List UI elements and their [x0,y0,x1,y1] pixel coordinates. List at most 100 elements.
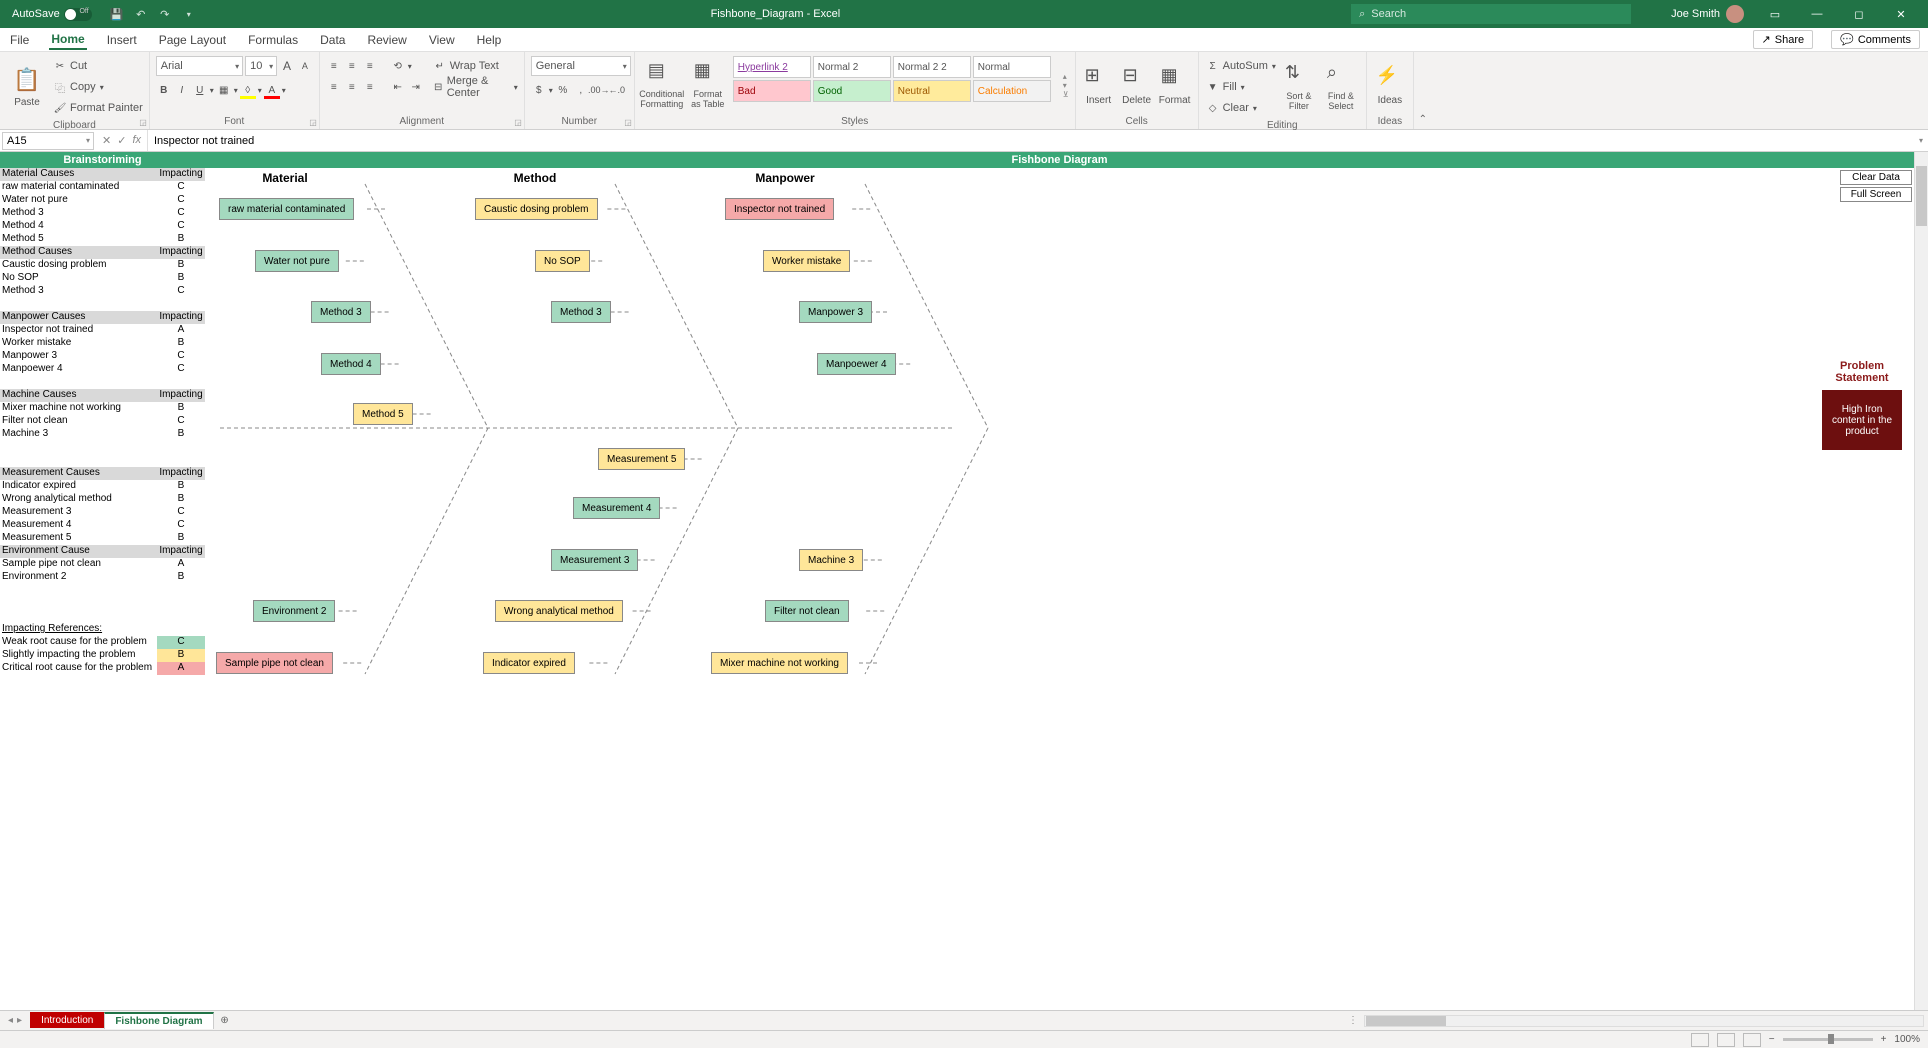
borders-icon[interactable]: ▦ [216,82,232,98]
brainstorm-row[interactable]: Caustic dosing problemB [0,259,205,272]
worksheet-area[interactable]: Brainstoriming Material CausesImpactingr… [0,152,1928,1010]
fishbone-cause-box[interactable]: raw material contaminated [219,198,354,220]
format-cells-button[interactable]: ▦Format [1158,56,1192,114]
underline-icon[interactable]: U [192,82,208,98]
percent-icon[interactable]: % [555,82,571,98]
insert-cells-button[interactable]: ⊞Insert [1082,56,1116,114]
tab-file[interactable]: File [8,31,31,49]
sheet-nav-prev-icon[interactable]: ◂ [8,1015,13,1026]
format-as-table-button[interactable]: ▦Format as Table [687,56,729,114]
clipboard-dialog-icon[interactable]: ◲ [139,118,147,127]
alignment-dialog-icon[interactable]: ◲ [514,118,522,127]
name-box[interactable]: A15 [2,132,94,150]
redo-icon[interactable]: ↷ [154,3,176,25]
number-dialog-icon[interactable]: ◲ [624,118,632,127]
align-center-icon[interactable]: ≡ [344,79,360,95]
style-normal[interactable]: Normal [973,56,1051,78]
sort-filter-button[interactable]: ⇅Sort & Filter [1280,56,1318,118]
horizontal-scrollbar[interactable] [1364,1015,1924,1027]
collapse-ribbon-icon[interactable]: ⌃ [1414,52,1432,129]
fishbone-cause-box[interactable]: Measurement 5 [598,448,685,470]
fishbone-cause-box[interactable]: Caustic dosing problem [475,198,598,220]
ribbon-display-icon[interactable]: ▭ [1754,0,1796,28]
brainstorm-row[interactable]: Filter not cleanC [0,415,205,428]
style-neutral[interactable]: Neutral [893,80,971,102]
normal-view-icon[interactable] [1691,1033,1709,1047]
tab-view[interactable]: View [427,31,457,49]
style-good[interactable]: Good [813,80,891,102]
align-top-icon[interactable]: ≡ [326,58,342,74]
fishbone-cause-box[interactable]: Inspector not trained [725,198,834,220]
fishbone-cause-box[interactable]: No SOP [535,250,590,272]
fishbone-cause-box[interactable]: Sample pipe not clean [216,652,333,674]
tab-formulas[interactable]: Formulas [246,31,300,49]
currency-icon[interactable]: $ [531,82,547,98]
style-bad[interactable]: Bad [733,80,811,102]
brainstorm-row[interactable]: Indicator expiredB [0,480,205,493]
find-select-button[interactable]: ⌕Find & Select [1322,56,1360,118]
page-break-view-icon[interactable] [1743,1033,1761,1047]
font-name-select[interactable]: Arial [156,56,243,76]
tab-data[interactable]: Data [318,31,347,49]
font-color-icon[interactable]: A [264,82,280,98]
font-dialog-icon[interactable]: ◲ [309,118,317,127]
autosave[interactable]: AutoSave Off [6,8,98,21]
delete-cells-button[interactable]: ⊟Delete [1120,56,1154,114]
italic-icon[interactable]: I [174,82,190,98]
minimize-icon[interactable]: — [1796,0,1838,28]
merge-center-button[interactable]: ⊟Merge & Center▾ [432,77,518,97]
tab-help[interactable]: Help [475,31,504,49]
brainstorm-row[interactable]: Method 3C [0,207,205,220]
tab-home[interactable]: Home [49,30,86,50]
fishbone-cause-box[interactable]: Manpower 3 [799,301,872,323]
scrollbar-thumb[interactable] [1916,166,1927,226]
ideas-button[interactable]: ⚡Ideas [1373,56,1407,114]
tab-page-layout[interactable]: Page Layout [157,31,228,49]
fill-color-icon[interactable]: ◊ [240,82,256,98]
fishbone-cause-box[interactable]: Method 5 [353,403,413,425]
fishbone-cause-box[interactable]: Method 3 [311,301,371,323]
brainstorm-row[interactable]: Manpower 3C [0,350,205,363]
number-format-select[interactable]: General [531,56,631,76]
fishbone-cause-box[interactable]: Mixer machine not working [711,652,848,674]
formula-input[interactable]: Inspector not trained [147,130,1914,151]
font-size-select[interactable]: 10 [245,56,277,76]
autosum-button[interactable]: ΣAutoSum▾ [1205,56,1276,76]
fishbone-cause-box[interactable]: Environment 2 [253,600,335,622]
cancel-formula-icon[interactable]: ✕ [102,134,111,147]
fill-button[interactable]: ▼Fill▾ [1205,77,1276,97]
brainstorm-row[interactable]: Manpoewer 4C [0,363,205,376]
align-bottom-icon[interactable]: ≡ [362,58,378,74]
style-normal22[interactable]: Normal 2 2 [893,56,971,78]
decrease-indent-icon[interactable]: ⇤ [390,79,406,95]
zoom-out-icon[interactable]: − [1769,1034,1775,1045]
decrease-font-icon[interactable]: A [297,58,313,74]
sheet-tab-fishbone[interactable]: Fishbone Diagram [104,1012,213,1029]
full-screen-button[interactable]: Full Screen [1840,187,1912,202]
fishbone-cause-box[interactable]: Manpoewer 4 [817,353,896,375]
share-button[interactable]: ↗Share [1753,30,1814,49]
tab-insert[interactable]: Insert [105,31,139,49]
format-painter-button[interactable]: 🖌Format Painter [52,98,143,118]
clear-button[interactable]: ◇Clear▾ [1205,98,1276,118]
fishbone-cause-box[interactable]: Measurement 4 [573,497,660,519]
brainstorm-row[interactable]: Worker mistakeB [0,337,205,350]
qat-dropdown-icon[interactable]: ▾ [178,3,200,25]
fishbone-cause-box[interactable]: Machine 3 [799,549,863,571]
sheet-nav-next-icon[interactable]: ▸ [17,1015,22,1026]
brainstorm-row[interactable]: Method 4C [0,220,205,233]
fishbone-cause-box[interactable]: Measurement 3 [551,549,638,571]
brainstorm-row[interactable]: Inspector not trainedA [0,324,205,337]
brainstorm-row[interactable]: Method 5B [0,233,205,246]
bold-icon[interactable]: B [156,82,172,98]
fishbone-cause-box[interactable]: Indicator expired [483,652,575,674]
brainstorm-row[interactable]: raw material contaminatedC [0,181,205,194]
align-left-icon[interactable]: ≡ [326,79,342,95]
paste-button[interactable]: 📋Paste [6,56,48,118]
fishbone-cause-box[interactable]: Water not pure [255,250,339,272]
fx-icon[interactable]: fx [132,134,141,147]
fishbone-cause-box[interactable]: Wrong analytical method [495,600,623,622]
save-icon[interactable]: 💾 [106,3,128,25]
enter-formula-icon[interactable]: ✓ [117,134,126,147]
brainstorm-row[interactable]: Environment 2B [0,571,205,584]
